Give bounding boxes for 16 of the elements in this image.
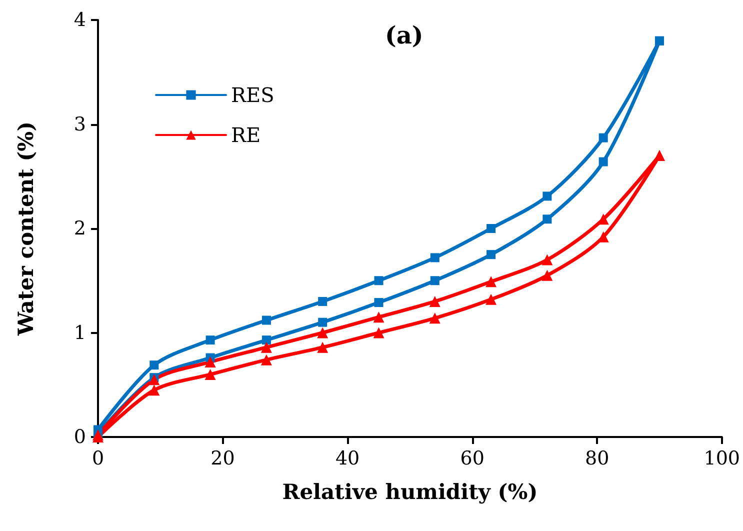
x-tick-label: 40: [335, 448, 360, 470]
legend-label: RE: [231, 123, 261, 147]
x-tick-label: 80: [585, 448, 610, 470]
y-tick-label: 3: [74, 113, 86, 136]
y-axis-title: Water content (%): [13, 121, 38, 337]
chart-title: (a): [385, 20, 424, 50]
y-tick-label: 4: [74, 9, 86, 31]
x-tick-label: 100: [704, 448, 740, 470]
x-tick-label: 20: [210, 448, 235, 470]
y-tick-label: 0: [74, 426, 86, 448]
x-tick-label: 60: [460, 448, 484, 470]
legend-label: RES: [231, 83, 274, 107]
x-tick-label: 0: [92, 448, 104, 470]
y-tick-label: 1: [74, 322, 86, 344]
x-axis-title: Relative humidity (%): [282, 479, 538, 504]
y-tick-label: 2: [74, 218, 86, 240]
